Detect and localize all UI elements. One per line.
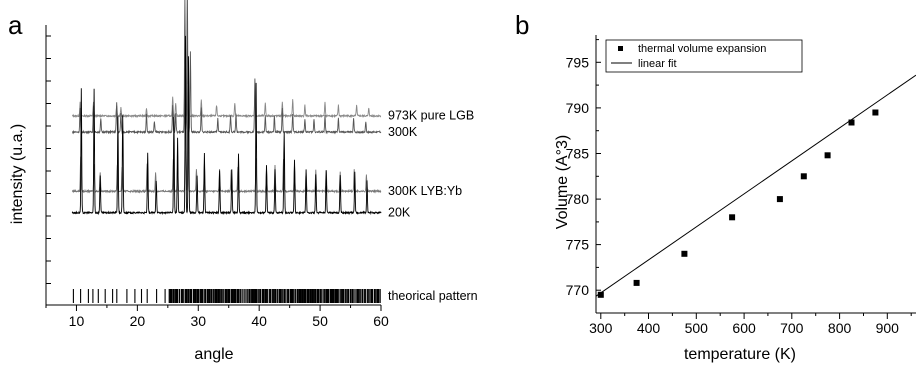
data-point [848, 119, 855, 126]
trace-line [72, 0, 382, 135]
panel-b-axes: 770 775 780 785 790 795 300 400 500 600 700 800 900 [566, 35, 916, 336]
y-tick-label: 780 [566, 191, 590, 207]
x-tick-label: 30 [190, 313, 206, 329]
trace-line [71, 68, 382, 119]
x-tick-label: 300 [589, 320, 613, 336]
panel-a-traces [71, 0, 382, 216]
x-tick-label: 50 [312, 313, 328, 329]
y-tick-label: 770 [566, 282, 590, 298]
data-point [824, 152, 831, 159]
data-point [872, 109, 879, 116]
panel-a: a intensity (u.a.) angle 10 20 30 40 50 60 97… [8, 0, 478, 363]
fit-line [595, 74, 916, 297]
linear-fit-line [595, 74, 916, 297]
x-tick-label: 20 [130, 313, 146, 329]
trace-label: 300K LYB:Yb [388, 184, 462, 198]
x-tick-label: 400 [637, 320, 661, 336]
legend-label: linear fit [638, 58, 677, 70]
trace-label: 20K [388, 206, 411, 220]
panel-b: b Volume (A°3) temperature (K) 770 775 780… [515, 10, 916, 363]
x-tick-label: 800 [828, 320, 852, 336]
data-point [681, 250, 688, 257]
x-tick-label: 500 [685, 320, 709, 336]
data-point [776, 196, 783, 203]
legend-box [605, 39, 803, 73]
x-tick-label: 600 [732, 320, 756, 336]
panel-a-label: a [8, 10, 23, 40]
theoretical-label: theorical pattern [388, 289, 478, 303]
x-tick-label: 700 [780, 320, 804, 336]
y-tick-label: 775 [566, 237, 590, 253]
x-tick-label: 10 [69, 313, 85, 329]
x-tick-label: 60 [373, 313, 389, 329]
panel-b-ylabel: Volume (A°3) [554, 135, 571, 229]
data-point [800, 173, 807, 180]
y-tick-label: 795 [566, 54, 590, 70]
panel-b-xlabel: temperature (K) [684, 346, 796, 363]
data-point [597, 291, 604, 298]
panel-a-ylabel: intensity (u.a.) [9, 124, 26, 224]
x-tick-label: 40 [251, 313, 267, 329]
panel-b-legend: thermal volume expansion linear fit [605, 39, 803, 73]
legend-marker [618, 46, 623, 51]
panel-b-points [597, 109, 879, 298]
y-tick-label: 790 [566, 100, 590, 116]
trace-label: 973K pure LGB [388, 109, 474, 123]
theoretical-pattern [72, 289, 381, 303]
panel-b-label: b [515, 10, 529, 40]
panel-a-axes: 10 20 30 40 50 60 [45, 25, 389, 329]
legend-label: thermal volume expansion [638, 43, 766, 55]
data-point [729, 214, 736, 221]
x-tick-label: 900 [876, 320, 900, 336]
panel-a-trace-labels: 973K pure LGB 300K 300K LYB:Yb 20K theorical… [388, 109, 478, 303]
data-point [633, 279, 640, 286]
y-tick-label: 785 [566, 146, 590, 162]
trace-label: 300K [388, 125, 418, 139]
trace-line [71, 35, 382, 216]
panel-a-xlabel: angle [194, 346, 233, 363]
